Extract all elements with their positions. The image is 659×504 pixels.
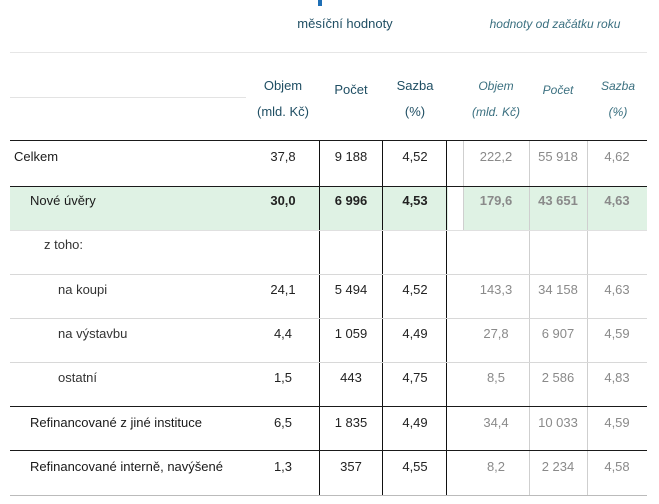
- group-header-monthly: měsíční hodnoty: [297, 16, 393, 31]
- col-header-m-pocet: Počet: [334, 82, 368, 97]
- cell: 5 494: [334, 282, 368, 297]
- row-label-refin-interne: Refinancované interně, navýšené: [30, 459, 223, 474]
- cell: 55 918: [538, 149, 578, 164]
- row-label-z-toho: z toho:: [44, 237, 84, 252]
- col-header-y-objem-unit: (mld. Kč): [472, 105, 520, 119]
- cell: 6 907: [541, 326, 575, 341]
- cell: 10 033: [538, 415, 578, 430]
- header-left-divider: [10, 97, 246, 98]
- col-header-y-objem: Objem: [478, 79, 514, 93]
- col-header-m-sazba: Sazba: [396, 78, 434, 93]
- cell: 179,6: [479, 193, 513, 208]
- cell: 1,3: [273, 459, 293, 474]
- cell: 2 234: [541, 459, 575, 474]
- cell: 443: [340, 370, 362, 385]
- row-line-6: [10, 406, 647, 407]
- highlight-band-monthly: [10, 187, 448, 230]
- cell: 143,3: [479, 282, 513, 297]
- col-header-m-sazba-unit: (%): [404, 104, 426, 119]
- top-accent-bar: [318, 0, 322, 6]
- cell: 6 996: [334, 193, 368, 208]
- row-label-nove-uvery: Nové úvěry: [30, 193, 96, 208]
- row-line-2: [10, 230, 647, 231]
- col-header-y-pocet: Počet: [542, 83, 574, 97]
- row-line-7: [10, 450, 647, 451]
- cell: 4,52: [402, 282, 428, 297]
- cell: 4,58: [604, 459, 630, 474]
- cell: 6,5: [273, 415, 293, 430]
- row-label-na-koupi: na koupi: [58, 282, 108, 297]
- cell: 357: [340, 459, 362, 474]
- cell: 4,49: [402, 415, 428, 430]
- group-header-ytd: hodnoty od začátku roku: [489, 17, 621, 31]
- cell: 1 835: [334, 415, 368, 430]
- cell: 34,4: [483, 415, 509, 430]
- cell: 27,8: [483, 326, 509, 341]
- col-header-y-sazba-unit: (%): [608, 105, 628, 119]
- cell: 43 651: [538, 193, 578, 208]
- cell: 4,49: [402, 326, 428, 341]
- cell: 4,75: [402, 370, 428, 385]
- row-line-3: [10, 274, 647, 275]
- cell: 4,83: [604, 370, 630, 385]
- cell: 2 586: [541, 370, 575, 385]
- cell: 1 059: [334, 326, 368, 341]
- row-label-refin-jina: Refinancované z jiné instituce: [30, 415, 202, 430]
- cell: 1,5: [273, 370, 293, 385]
- row-label-na-vystavbu: na výstavbu: [58, 326, 128, 341]
- row-line-5: [10, 362, 647, 363]
- cell: 34 158: [538, 282, 578, 297]
- cell: 24,1: [270, 282, 296, 297]
- cell: 4,63: [604, 193, 630, 208]
- cell: 4,53: [402, 193, 428, 208]
- cell: 4,62: [604, 149, 630, 164]
- col-header-m-objem: Objem: [263, 78, 303, 93]
- group-divider: [10, 52, 647, 53]
- cell: 30,0: [270, 193, 296, 208]
- highlight-band-ytd: [464, 187, 647, 230]
- cell: 8,5: [486, 370, 506, 385]
- cell: 37,8: [270, 149, 296, 164]
- cell: 4,52: [402, 149, 428, 164]
- col-header-y-sazba: Sazba: [600, 79, 636, 93]
- cell: 4,63: [604, 282, 630, 297]
- row-line-8: [10, 495, 647, 496]
- cell: 9 188: [334, 149, 368, 164]
- cell: 4,59: [604, 326, 630, 341]
- cell: 222,2: [479, 149, 513, 164]
- row-label-ostatni: ostatní: [58, 370, 98, 385]
- row-line-4: [10, 318, 647, 319]
- row-label-celkem: Celkem: [14, 149, 59, 164]
- col-divider-4: [463, 140, 464, 230]
- cell: 4,4: [273, 326, 293, 341]
- cell: 8,2: [486, 459, 506, 474]
- row-line-0: [10, 140, 647, 141]
- col-header-m-objem-unit: (mld. Kč): [257, 104, 309, 119]
- cell: 4,59: [604, 415, 630, 430]
- row-line-1: [10, 186, 647, 187]
- cell: 4,55: [402, 459, 428, 474]
